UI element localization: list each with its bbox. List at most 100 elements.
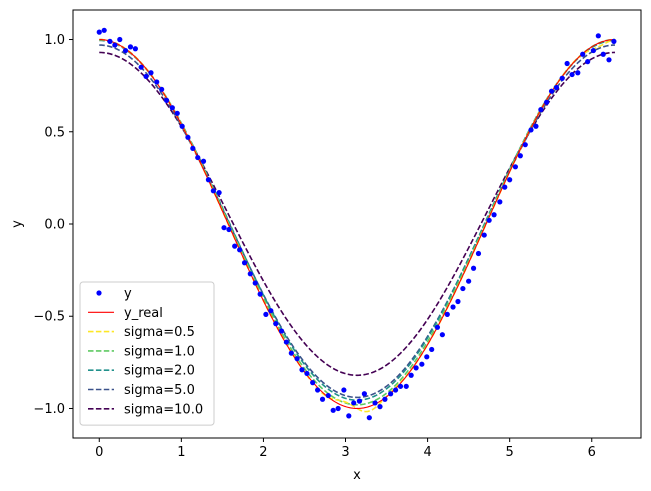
scatter-point <box>148 70 154 76</box>
scatter-point <box>434 324 441 330</box>
y-axis-label: y <box>10 220 25 228</box>
scatter-point <box>325 392 331 399</box>
scatter-point <box>169 105 175 111</box>
scatter-point <box>419 361 425 367</box>
scatter-point <box>226 226 232 233</box>
scatter-point <box>117 36 123 43</box>
scatter-point <box>460 285 466 292</box>
legend-marker <box>96 290 102 296</box>
scatter-point <box>361 391 367 397</box>
scatter-point <box>366 415 372 421</box>
scatter-point <box>512 164 519 170</box>
scatter-point <box>185 134 191 140</box>
scatter-point <box>470 265 477 271</box>
scatter-point <box>377 404 383 410</box>
scatter-point <box>466 278 472 284</box>
x-tick-label: 2 <box>259 445 267 460</box>
scatter-point <box>475 250 482 257</box>
scatter-point <box>330 407 336 413</box>
scatter-point <box>112 42 118 48</box>
scatter-point <box>200 158 207 164</box>
scatter-point <box>491 212 497 218</box>
scatter-point <box>132 46 138 52</box>
scatter-point <box>341 387 347 393</box>
scatter-point <box>351 400 357 406</box>
legend-label: sigma=0.5 <box>124 325 195 340</box>
scatter-point <box>221 225 227 231</box>
scatter-point <box>205 177 212 183</box>
scatter-point <box>315 387 321 393</box>
scatter-point <box>559 75 565 81</box>
scatter-point <box>241 260 248 266</box>
scatter-point <box>304 370 310 377</box>
scatter-point <box>299 367 305 373</box>
scatter-point <box>96 29 102 35</box>
scatter-point <box>257 291 263 297</box>
scatter-point <box>517 153 523 159</box>
scatter-point <box>580 51 586 57</box>
scatter-point <box>388 391 394 397</box>
legend-label: y_real <box>124 306 163 321</box>
scatter-point <box>424 354 430 360</box>
scatter-point <box>216 190 222 196</box>
scatter-point <box>439 332 445 338</box>
scatter-point <box>575 70 581 76</box>
scatter-point <box>481 232 487 238</box>
scatter-point <box>595 33 601 39</box>
scatter-point <box>232 243 238 249</box>
scatter-point <box>127 44 134 50</box>
scatter-point <box>606 57 612 63</box>
scatter-point <box>392 387 399 393</box>
scatter-point <box>502 184 508 190</box>
scatter-point <box>138 64 144 70</box>
scatter-point <box>237 247 243 253</box>
scatter-point <box>278 328 285 334</box>
scatter-point <box>507 177 513 183</box>
scatter-point <box>528 127 534 133</box>
y-tick-label: 1.0 <box>44 33 65 48</box>
scatter-point <box>382 396 388 402</box>
scatter-point <box>107 38 113 44</box>
scatter-point <box>268 308 274 314</box>
scatter-point <box>486 217 492 223</box>
scatter-point <box>403 383 409 389</box>
legend: y y_real sigma=0.5 sigma=1.0 sigma=2.0 sigma=… <box>79 281 215 426</box>
scatter-point <box>564 60 570 67</box>
y-tick-label: −1.0 <box>33 402 65 417</box>
x-axis-ticks: 0 1 2 3 4 5 6 <box>95 438 596 460</box>
scatter-point <box>190 145 196 151</box>
scatter-point <box>600 51 606 57</box>
scatter-point <box>569 71 575 78</box>
legend-label: sigma=10.0 <box>124 402 203 417</box>
scatter-point <box>195 154 201 161</box>
scatter-point <box>159 86 165 92</box>
scatter-point <box>455 298 461 305</box>
y-axis-ticks: 1.0 0.5 0.0 −0.5 −1.0 <box>33 33 73 417</box>
scatter-point <box>429 346 435 353</box>
scatter-point <box>538 107 544 113</box>
series-line-y-real <box>99 38 615 410</box>
scatter-point <box>408 372 414 378</box>
scatter-point <box>611 38 617 44</box>
scatter-point <box>122 47 129 54</box>
scatter-point <box>294 356 300 362</box>
scatter-point <box>247 271 253 277</box>
scatter-point <box>585 59 591 65</box>
x-tick-label: 5 <box>506 445 514 460</box>
legend-label: sigma=1.0 <box>124 344 195 359</box>
scatter-point <box>450 304 456 310</box>
scatter-point <box>335 405 341 412</box>
scatter-point <box>372 400 378 406</box>
scatter-point <box>154 79 160 85</box>
x-tick-label: 6 <box>588 445 596 460</box>
scatter-point <box>210 188 216 194</box>
scatter-layer <box>96 27 617 421</box>
scatter-point <box>522 142 528 148</box>
y-tick-label: −0.5 <box>33 310 65 325</box>
scatter-point <box>413 365 419 371</box>
scatter-point <box>174 110 180 116</box>
x-tick-label: 0 <box>95 445 103 460</box>
legend-label: y <box>124 287 132 302</box>
scatter-point <box>283 339 290 345</box>
